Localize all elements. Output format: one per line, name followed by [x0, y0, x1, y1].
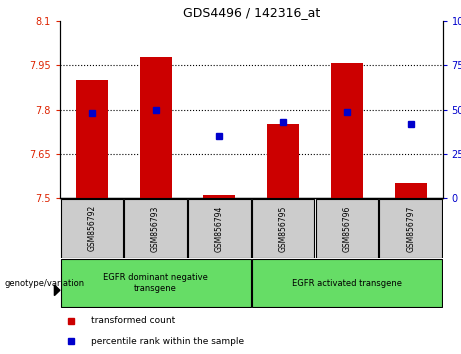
Text: EGFR activated transgene: EGFR activated transgene	[292, 279, 402, 288]
Text: GSM856797: GSM856797	[406, 205, 415, 252]
Bar	[60, 199, 123, 258]
Text: genotype/variation: genotype/variation	[5, 279, 85, 288]
Bar	[252, 199, 314, 258]
Title: GDS4496 / 142316_at: GDS4496 / 142316_at	[183, 6, 320, 19]
Bar	[267, 125, 299, 198]
Bar	[331, 63, 363, 198]
Bar	[140, 57, 171, 198]
Text: GSM856792: GSM856792	[87, 205, 96, 251]
Text: GSM856796: GSM856796	[343, 205, 351, 252]
Text: transformed count: transformed count	[90, 316, 175, 325]
Text: GSM856795: GSM856795	[278, 205, 288, 252]
Polygon shape	[54, 285, 60, 296]
Bar	[76, 80, 108, 198]
Bar	[188, 199, 251, 258]
Bar	[252, 259, 442, 307]
Bar	[395, 183, 426, 198]
Bar	[379, 199, 442, 258]
Bar	[60, 259, 251, 307]
Bar	[124, 199, 187, 258]
Text: percentile rank within the sample: percentile rank within the sample	[90, 337, 244, 346]
Text: EGFR dominant negative
transgene: EGFR dominant negative transgene	[103, 274, 208, 293]
Bar	[203, 195, 235, 198]
Bar	[316, 199, 378, 258]
Text: GSM856794: GSM856794	[215, 205, 224, 252]
Text: GSM856793: GSM856793	[151, 205, 160, 252]
